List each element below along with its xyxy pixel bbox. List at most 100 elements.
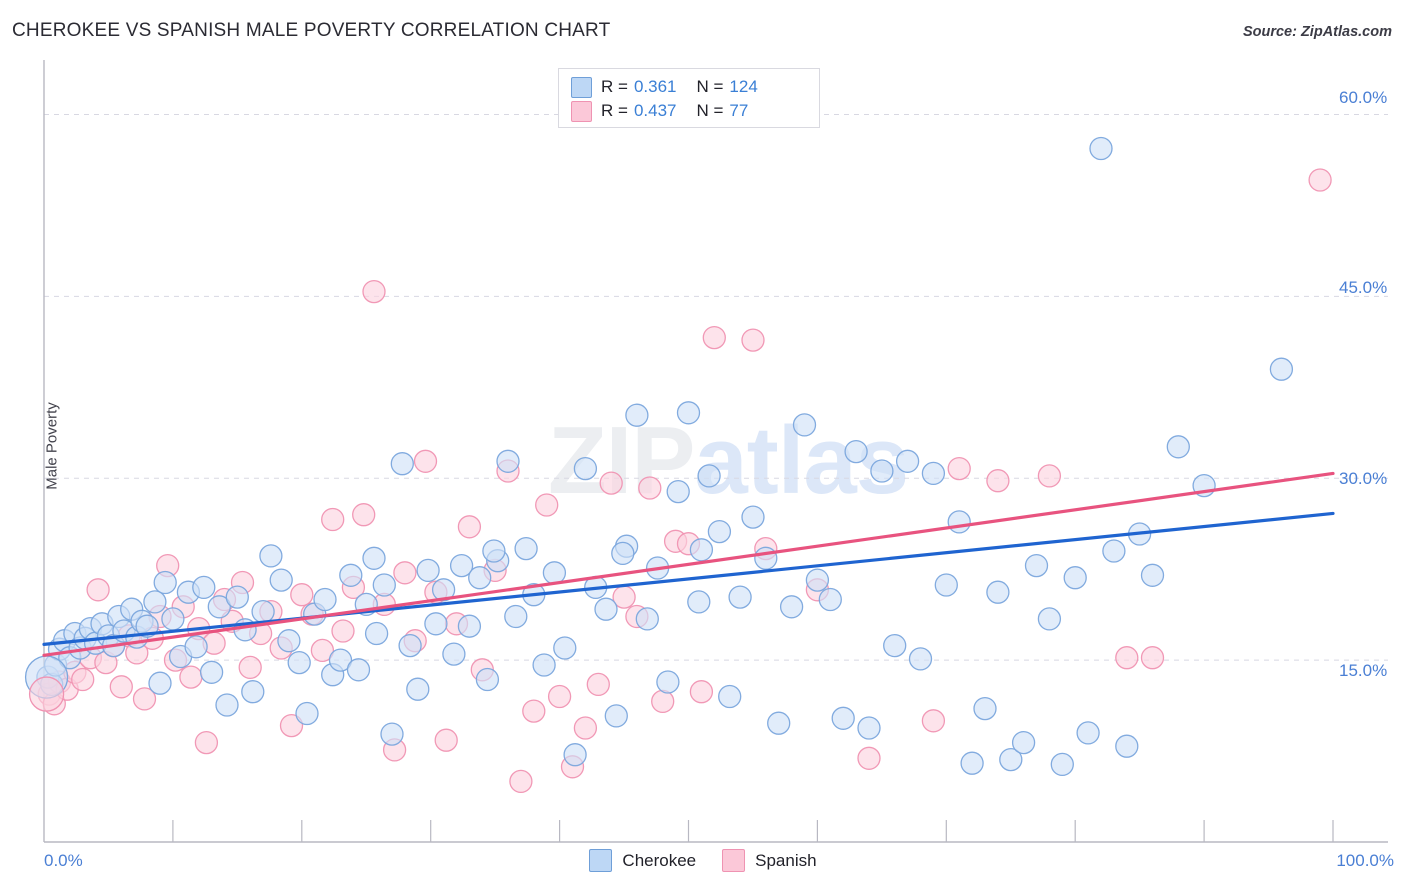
data-point[interactable] <box>413 449 438 473</box>
data-point[interactable] <box>277 629 301 653</box>
data-point[interactable] <box>346 658 371 682</box>
data-point[interactable] <box>352 503 376 527</box>
data-point[interactable] <box>1037 464 1062 488</box>
data-point[interactable] <box>792 413 817 437</box>
data-point[interactable] <box>192 575 216 600</box>
data-point[interactable] <box>1063 566 1087 590</box>
data-point[interactable] <box>1140 646 1165 670</box>
data-point[interactable] <box>666 479 690 504</box>
data-point[interactable] <box>818 587 842 612</box>
data-point[interactable] <box>1089 136 1113 161</box>
data-point[interactable] <box>604 704 628 728</box>
data-point[interactable] <box>689 680 714 704</box>
data-point[interactable] <box>1115 734 1139 758</box>
data-point[interactable] <box>132 687 157 711</box>
data-point[interactable] <box>754 546 778 570</box>
data-point[interactable] <box>553 636 577 660</box>
data-point[interactable] <box>741 328 765 352</box>
data-point[interactable] <box>779 595 804 619</box>
data-point[interactable] <box>279 713 304 738</box>
data-point[interactable] <box>651 689 675 714</box>
data-point[interactable] <box>406 677 430 701</box>
data-point[interactable] <box>287 650 311 675</box>
data-point[interactable] <box>611 541 635 566</box>
data-point[interactable] <box>586 672 610 697</box>
data-point[interactable] <box>251 599 275 624</box>
data-point[interactable] <box>986 580 1010 604</box>
data-point[interactable] <box>398 633 422 658</box>
data-point[interactable] <box>449 553 474 578</box>
data-point[interactable] <box>509 769 533 794</box>
data-point[interactable] <box>364 621 389 646</box>
data-point[interactable] <box>1140 563 1165 587</box>
data-point[interactable] <box>921 709 946 733</box>
data-point[interactable] <box>148 671 172 695</box>
data-point[interactable] <box>844 439 868 464</box>
data-point[interactable] <box>153 570 177 595</box>
data-point[interactable] <box>563 743 587 767</box>
data-point[interactable] <box>313 587 337 612</box>
data-point[interactable] <box>676 401 701 425</box>
data-point[interactable] <box>135 614 159 638</box>
data-point[interactable] <box>960 751 984 775</box>
data-point[interactable] <box>1115 646 1139 670</box>
data-point[interactable] <box>380 722 404 746</box>
data-point[interactable] <box>599 471 623 495</box>
data-point[interactable] <box>728 585 752 609</box>
data-point[interactable] <box>424 612 448 636</box>
data-point[interactable] <box>259 544 283 568</box>
data-point[interactable] <box>475 667 500 692</box>
data-point[interactable] <box>143 590 167 614</box>
data-point[interactable] <box>215 693 239 717</box>
data-point[interactable] <box>457 614 482 638</box>
data-point[interactable] <box>290 583 314 607</box>
data-point[interactable] <box>1076 721 1100 745</box>
data-point[interactable] <box>805 568 830 592</box>
data-point[interactable] <box>434 728 458 752</box>
data-point[interactable] <box>542 561 567 585</box>
data-point[interactable] <box>28 676 65 712</box>
data-point[interactable] <box>638 476 662 500</box>
data-point[interactable] <box>238 655 262 680</box>
data-point[interactable] <box>522 699 546 723</box>
data-point[interactable] <box>947 456 971 481</box>
data-point[interactable] <box>199 660 224 684</box>
data-point[interactable] <box>372 573 396 597</box>
data-point[interactable] <box>390 452 414 476</box>
data-point[interactable] <box>457 515 482 539</box>
data-point[interactable] <box>331 619 355 643</box>
data-point[interactable] <box>179 665 203 689</box>
data-point[interactable] <box>908 647 933 671</box>
data-point[interactable] <box>184 635 208 659</box>
data-point[interactable] <box>689 538 714 562</box>
data-point[interactable] <box>718 684 742 709</box>
data-point[interactable] <box>496 449 520 473</box>
data-point[interactable] <box>1011 730 1036 755</box>
data-point[interactable] <box>393 561 417 585</box>
data-point[interactable] <box>514 536 538 561</box>
data-point[interactable] <box>741 505 765 529</box>
data-point[interactable] <box>504 604 528 629</box>
data-point[interactable] <box>697 464 721 488</box>
data-point[interactable] <box>687 590 711 614</box>
data-point[interactable] <box>934 573 958 597</box>
data-point[interactable] <box>1269 357 1294 381</box>
data-point[interactable] <box>442 642 466 666</box>
data-point[interactable] <box>1166 435 1190 459</box>
data-point[interactable] <box>857 716 881 740</box>
data-point[interactable] <box>1024 553 1049 578</box>
data-point[interactable] <box>767 711 791 735</box>
data-point[interactable] <box>999 747 1023 772</box>
data-point[interactable] <box>1037 607 1062 631</box>
data-point[interactable] <box>831 706 855 730</box>
data-point[interactable] <box>339 563 363 587</box>
data-point[interactable] <box>573 456 598 481</box>
data-point[interactable] <box>547 684 572 709</box>
data-point[interactable] <box>594 597 618 621</box>
data-point[interactable] <box>109 675 133 699</box>
data-point[interactable] <box>883 633 907 658</box>
data-point[interactable] <box>482 539 506 563</box>
data-point[interactable] <box>707 519 732 544</box>
data-point[interactable] <box>241 680 265 704</box>
data-point[interactable] <box>573 716 598 740</box>
